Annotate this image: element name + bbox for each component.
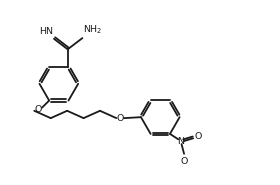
Text: N: N bbox=[177, 137, 184, 146]
Text: O: O bbox=[180, 157, 188, 166]
Text: NH$_2$: NH$_2$ bbox=[83, 23, 103, 36]
Text: O: O bbox=[117, 114, 124, 123]
Text: HN: HN bbox=[39, 27, 53, 36]
Text: O: O bbox=[195, 132, 202, 142]
Text: O: O bbox=[35, 105, 42, 114]
